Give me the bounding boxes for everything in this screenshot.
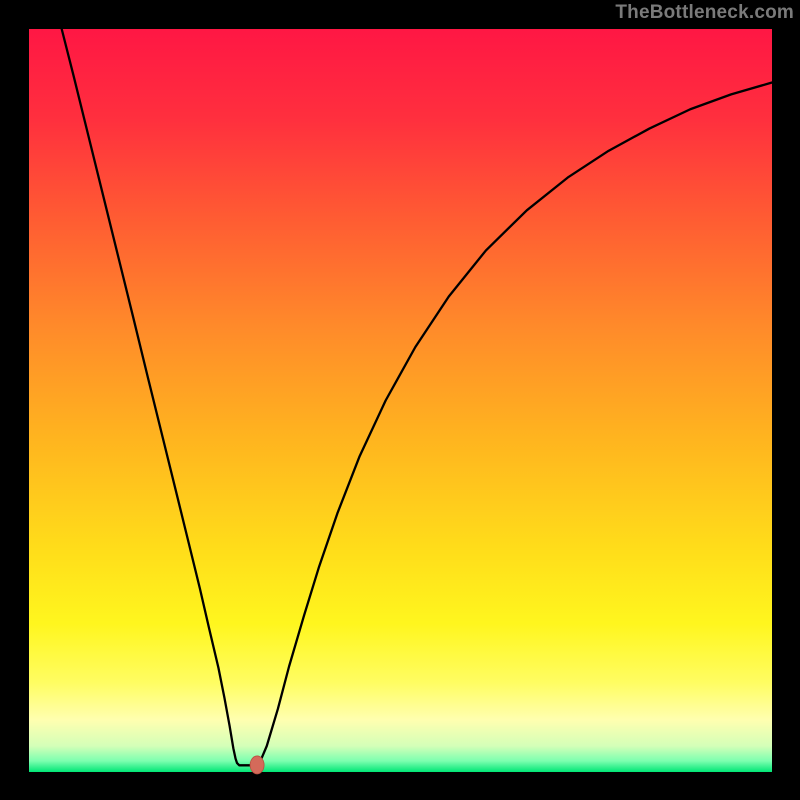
stage: TheBottleneck.com [0,0,800,800]
watermark-text: TheBottleneck.com [615,2,794,24]
bottleneck-chart [0,0,800,800]
optimum-marker [250,756,264,774]
plot-area [29,29,772,772]
